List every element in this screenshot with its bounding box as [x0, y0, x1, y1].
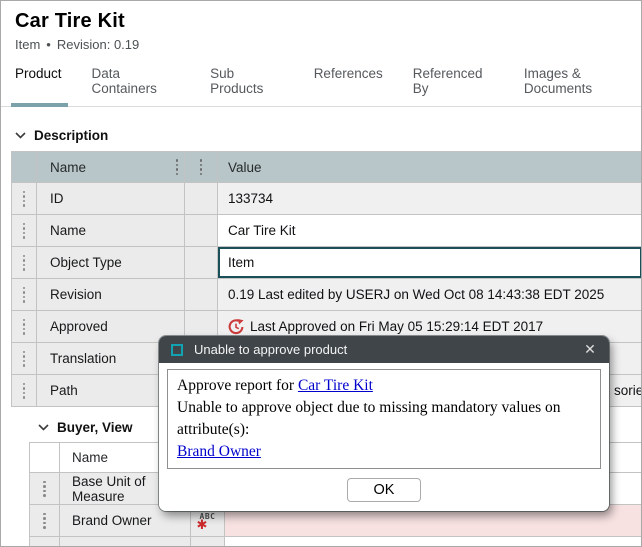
header-handle-cell — [12, 152, 37, 183]
page-subtitle: Item • Revision: 0.19 — [15, 37, 641, 52]
row-type-cell — [185, 279, 218, 311]
column-header-name[interactable]: Name — [37, 152, 185, 183]
close-icon[interactable]: ✕ — [584, 341, 596, 357]
brand-owner-link[interactable]: Brand Owner — [177, 443, 261, 460]
row-drag-handle[interactable] — [12, 247, 37, 279]
table-row-name: Name Car Tire Kit — [12, 215, 641, 247]
page-header: Car Tire Kit Item • Revision: 0.19 — [1, 1, 641, 52]
column-menu-icon[interactable] — [199, 159, 203, 175]
row-value-input[interactable]: Car Tire Kit — [218, 215, 641, 247]
revision-label: Revision: 0.19 — [56, 37, 140, 52]
dialog-message: Approve report for Car Tire Kit Unable t… — [167, 369, 601, 469]
dialog-title: Unable to approve product — [194, 342, 348, 357]
row-drag-handle[interactable] — [30, 505, 60, 537]
row-label: Brand Owner — [60, 505, 191, 537]
row-drag-handle[interactable] — [12, 215, 37, 247]
object-type-label: Item — [15, 37, 41, 52]
description-section-header[interactable]: Description — [15, 128, 641, 143]
row-type-cell — [185, 215, 218, 247]
row-type-cell — [185, 183, 218, 215]
table-row-id: ID 133734 — [12, 183, 641, 215]
row-label — [60, 537, 191, 546]
section-title: Buyer, View — [57, 420, 133, 435]
table-row-object-type: Object Type Item — [12, 247, 641, 279]
dialog-app-icon — [171, 343, 183, 356]
page-title: Car Tire Kit — [15, 10, 125, 32]
message-line1-text: Approve report for — [177, 377, 298, 394]
tab-referenced-by[interactable]: Referenced By — [412, 66, 483, 96]
buyer-view-section-header[interactable]: Buyer, View — [38, 420, 641, 435]
tab-product[interactable]: Product — [11, 66, 68, 107]
unable-to-approve-dialog: Unable to approve product ✕ Approve repo… — [159, 336, 609, 511]
chevron-down-icon — [38, 424, 49, 431]
table-header-row: Name Value — [12, 152, 641, 183]
row-drag-handle[interactable] — [12, 375, 37, 407]
dialog-body: Approve report for Car Tire Kit Unable t… — [159, 363, 609, 511]
row-label: Object Type — [37, 247, 185, 279]
table-row-revision: Revision 0.19 Last edited by USERJ on We… — [12, 279, 641, 311]
row-drag-handle[interactable] — [12, 183, 37, 215]
car-tire-kit-link[interactable]: Car Tire Kit — [297, 377, 373, 394]
table-row-brand-owner: Brand Owner ABC ✱ — [30, 505, 641, 537]
row-value-cell: 0.19 Last edited by USERJ on Wed Oct 08 … — [218, 279, 641, 311]
row-drag-handle[interactable] — [12, 311, 37, 343]
row-value-input-focused[interactable]: Item — [218, 247, 641, 279]
chevron-down-icon — [15, 132, 26, 139]
row-drag-handle[interactable] — [30, 537, 60, 546]
header-handle-cell — [30, 443, 60, 473]
row-drag-handle[interactable] — [30, 473, 60, 505]
tab-references[interactable]: References — [313, 66, 383, 81]
row-value-cell — [225, 537, 641, 546]
bullet-separator: • — [46, 37, 51, 52]
row-value-cell: 133734 — [218, 183, 641, 215]
tab-data-containers[interactable]: Data Containers — [91, 66, 157, 96]
path-value-fragment: sories — [614, 383, 641, 398]
ok-button[interactable]: OK — [347, 478, 421, 502]
section-title: Description — [34, 128, 109, 143]
column-header-type[interactable] — [185, 152, 218, 183]
history-clock-icon — [228, 318, 244, 334]
row-type-cell — [185, 247, 218, 279]
table-row-partial — [30, 537, 641, 546]
row-drag-handle[interactable] — [12, 279, 37, 311]
row-drag-handle[interactable] — [12, 343, 37, 375]
tab-bar: Product Data Containers Sub Products Ref… — [1, 52, 641, 107]
tab-sub-products[interactable]: Sub Products — [210, 66, 264, 96]
row-label: Revision — [37, 279, 185, 311]
row-label: Name — [37, 215, 185, 247]
row-type-cell — [191, 537, 225, 546]
row-label: ID — [37, 183, 185, 215]
column-header-value[interactable]: Value — [218, 152, 641, 183]
dialog-titlebar[interactable]: Unable to approve product ✕ — [159, 336, 609, 363]
message-line2-text: Unable to approve object due to missing … — [177, 399, 561, 438]
tab-images-documents[interactable]: Images & Documents — [523, 66, 593, 96]
column-menu-icon[interactable] — [175, 159, 178, 175]
